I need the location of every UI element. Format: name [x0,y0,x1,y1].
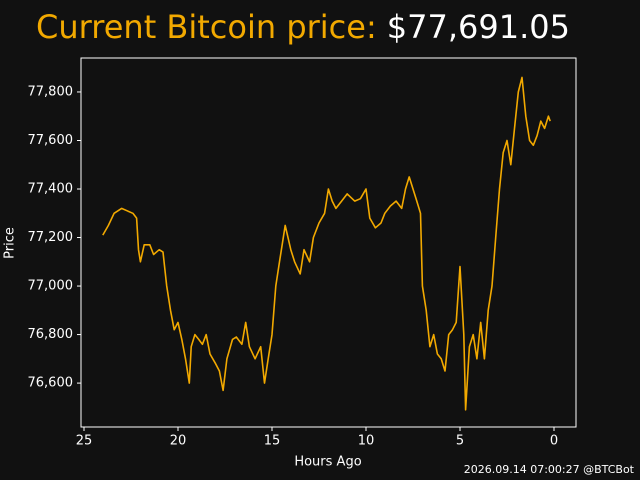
y-tick-label: 76,800 [28,327,74,342]
x-axis-label: Hours Ago [294,455,361,470]
x-tick-label: 10 [358,434,375,449]
footer: 2026.09.14 07:00:27 @BTCBot [464,463,635,476]
y-tick-label: 77,400 [28,182,74,197]
y-tick-label: 77,000 [28,279,74,294]
chart-title: Current Bitcoin price: $77,691.05 [36,8,570,46]
x-tick-label: 5 [456,434,464,449]
y-tick-label: 77,200 [28,230,74,245]
y-axis-label: Price [3,227,18,259]
price-line [102,76,551,411]
current-price: $77,691.05 [387,8,570,46]
x-tick-label: 15 [264,434,281,449]
y-tick-label: 77,800 [28,84,74,99]
title-label: Current Bitcoin price: [36,8,377,46]
x-tick-label: 20 [170,434,187,449]
y-tick-label: 76,600 [28,376,74,391]
y-tick-label: 77,600 [28,133,74,148]
x-tick-label: 0 [550,434,558,449]
x-tick-label: 25 [76,434,93,449]
plot-frame [80,57,577,428]
